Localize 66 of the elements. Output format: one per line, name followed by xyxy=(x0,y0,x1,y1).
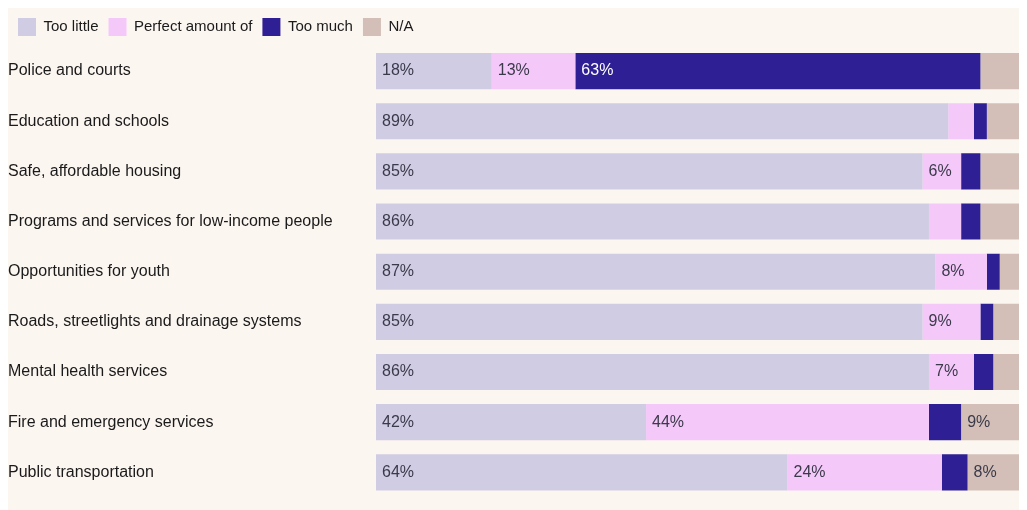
bar xyxy=(980,303,994,340)
bar xyxy=(376,353,929,391)
data-label: 63% xyxy=(581,61,614,79)
bar xyxy=(980,153,1019,190)
bar xyxy=(491,53,576,90)
bar xyxy=(646,404,929,441)
bar xyxy=(961,203,981,240)
bar xyxy=(980,53,1019,90)
data-label: 9% xyxy=(928,312,952,330)
bar xyxy=(928,404,962,441)
data-label: 24% xyxy=(793,462,826,480)
y-tick-label: Mental health services xyxy=(8,362,168,380)
bar xyxy=(376,103,949,140)
data-label: 86% xyxy=(382,362,415,380)
bar xyxy=(999,253,1019,290)
bar xyxy=(986,253,1000,290)
bar xyxy=(922,303,981,340)
data-label: 8% xyxy=(973,462,997,480)
bar xyxy=(376,303,923,340)
bar xyxy=(376,203,929,240)
data-label: 85% xyxy=(382,161,415,179)
y-tick-label: Opportunities for youth xyxy=(8,262,170,280)
data-label: 87% xyxy=(382,262,415,280)
bar xyxy=(787,454,942,491)
y-tick-label: Education and schools xyxy=(8,111,169,129)
legend-label: Perfect amount of xyxy=(134,17,254,35)
y-tick-label: Fire and emergency services xyxy=(8,412,214,430)
bar xyxy=(961,153,981,190)
bar xyxy=(928,203,962,240)
data-label: 89% xyxy=(382,111,415,129)
bar xyxy=(928,353,974,391)
data-label: 44% xyxy=(652,412,685,430)
bar xyxy=(986,103,1019,140)
data-label: 6% xyxy=(928,161,952,179)
bar xyxy=(993,303,1019,340)
bar xyxy=(376,404,647,441)
bar xyxy=(935,253,987,290)
bar xyxy=(948,103,974,140)
y-tick-label: Programs and services for low-income people xyxy=(8,211,333,229)
bar xyxy=(376,253,936,290)
bar xyxy=(993,353,1019,391)
y-tick-label: Roads, streetlights and drainage systems xyxy=(8,312,302,330)
data-label: 86% xyxy=(382,211,415,229)
data-label: 42% xyxy=(382,412,415,430)
bar xyxy=(973,103,987,140)
data-label: 13% xyxy=(497,61,530,79)
data-label: 7% xyxy=(934,362,959,380)
data-label: 64% xyxy=(382,462,415,480)
bar xyxy=(980,203,1019,240)
data-label: 9% xyxy=(967,412,991,430)
y-tick-label: Safe, affordable housing xyxy=(8,161,182,179)
bar xyxy=(961,404,1019,441)
bar xyxy=(575,53,981,90)
bar xyxy=(376,153,923,190)
bar xyxy=(376,53,492,90)
y-tick-label: Police and courts xyxy=(8,61,131,79)
bar xyxy=(973,353,994,391)
bar xyxy=(941,454,968,491)
data-label: 8% xyxy=(941,262,965,280)
y-tick-label: Public transportation xyxy=(8,462,154,480)
legend-label: Too little xyxy=(43,17,99,35)
legend-label: N/A xyxy=(388,17,414,35)
data-label: 85% xyxy=(382,312,415,330)
bar xyxy=(376,454,788,491)
data-label: 18% xyxy=(382,61,415,79)
legend-label: Too much xyxy=(287,17,353,35)
